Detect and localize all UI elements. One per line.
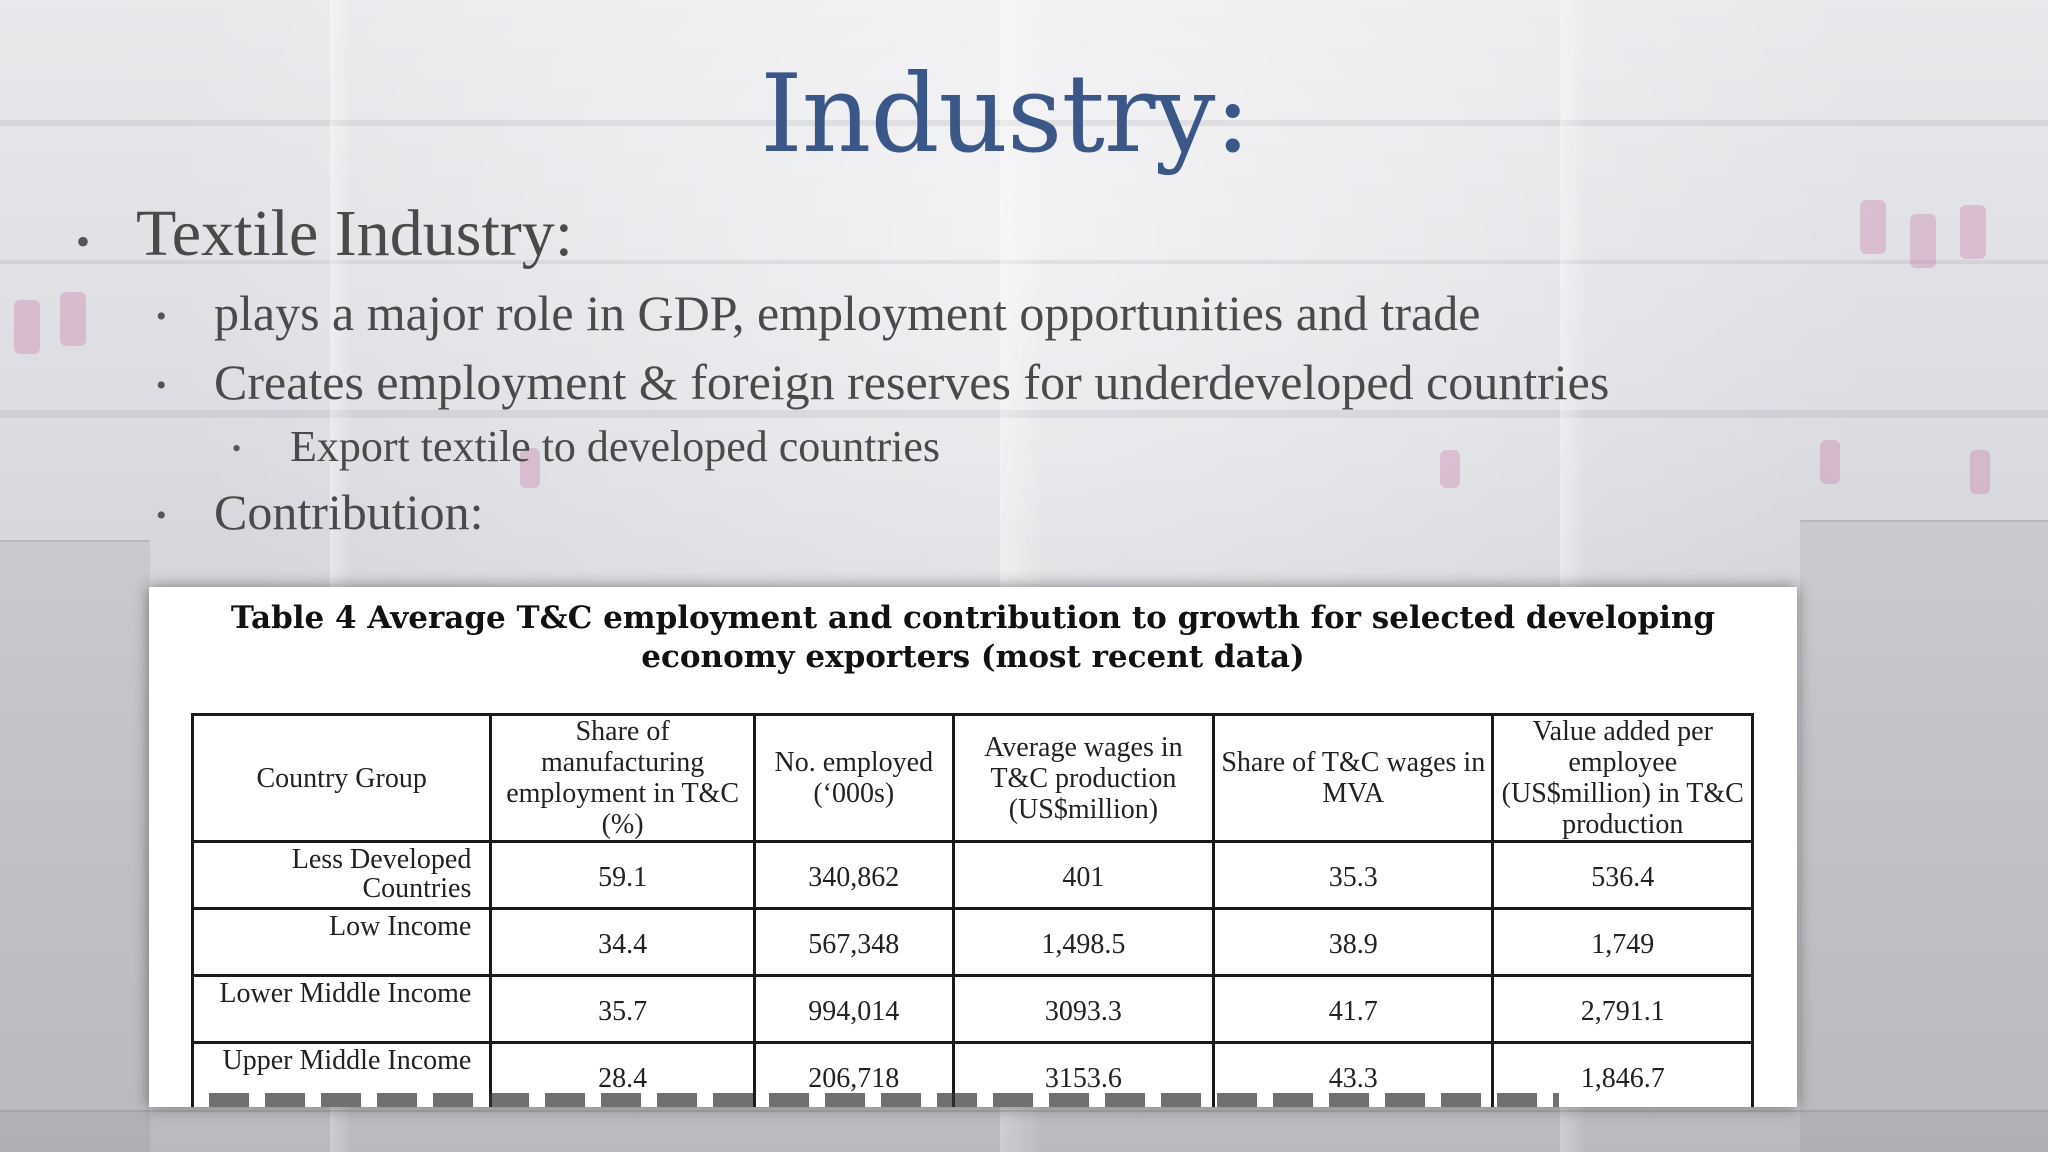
- bullet-text: plays a major role in GDP, employment op…: [214, 285, 1481, 341]
- cropped-source-line: [209, 1093, 1559, 1107]
- slide-title: Industry:: [760, 52, 1251, 177]
- bullet-dot: •: [76, 219, 91, 264]
- cell-value-added: 1,749: [1491, 907, 1754, 977]
- cell-average-wages: 3093.3: [951, 974, 1216, 1044]
- bullet-text: Creates employment & foreign reserves fo…: [214, 354, 1610, 410]
- bullet-dot: •: [156, 300, 167, 333]
- cell-share-employment: 34.4: [489, 907, 756, 977]
- cell-share-employment: 35.7: [489, 974, 756, 1044]
- header-no-employed: No. employed (‘000s): [752, 713, 955, 843]
- bullet-dot: •: [156, 369, 167, 402]
- cell-no-employed: 567,348: [752, 907, 955, 977]
- header-share-employment: Share of manufacturing employment in T&C…: [489, 713, 756, 843]
- cell-country-group: Low Income: [190, 907, 493, 977]
- cell-share-wages-mva: 41.7: [1212, 974, 1495, 1044]
- cell-no-employed: 340,862: [752, 840, 955, 910]
- header-value-added: Value added per employee (US$million) in…: [1491, 713, 1754, 843]
- table-row: Low Income 34.4 567,348 1,498.5 38.9 1,7…: [190, 907, 1754, 977]
- bullet-text: Contribution:: [214, 484, 484, 540]
- cell-share-employment: 59.1: [489, 840, 756, 910]
- cell-no-employed: 994,014: [752, 974, 955, 1044]
- table-row: Lower Middle Income 35.7 994,014 3093.3 …: [190, 974, 1754, 1044]
- employment-table: Country Group Share of manufacturing emp…: [190, 713, 1754, 1107]
- header-share-wages-mva: Share of T&C wages in MVA: [1212, 713, 1495, 843]
- table-caption-line-2: economy exporters (most recent data): [641, 639, 1305, 675]
- bullet-text: Export textile to developed countries: [290, 422, 941, 471]
- cell-share-wages-mva: 35.3: [1212, 840, 1495, 910]
- bullet-dot: •: [156, 499, 167, 532]
- bullet-text: Textile Industry:: [136, 197, 574, 270]
- table-row: Less Developed Countries 59.1 340,862 40…: [190, 840, 1754, 910]
- table-caption-line-1: Table 4 Average T&C employment and contr…: [230, 600, 1716, 636]
- cell-country-group: Lower Middle Income: [190, 974, 493, 1044]
- cell-share-wages-mva: 38.9: [1212, 907, 1495, 977]
- header-country-group: Country Group: [190, 713, 493, 843]
- bullet-dot: •: [232, 434, 242, 463]
- cell-value-added: 1,846.7: [1491, 1041, 1754, 1107]
- table-header-row: Country Group Share of manufacturing emp…: [190, 713, 1754, 843]
- table-caption: Table 4 Average T&C employment and contr…: [149, 599, 1797, 677]
- header-average-wages: Average wages in T&C production (US$mill…: [951, 713, 1216, 843]
- cell-value-added: 2,791.1: [1491, 974, 1754, 1044]
- cell-average-wages: 1,498.5: [951, 907, 1216, 977]
- cell-value-added: 536.4: [1491, 840, 1754, 910]
- cell-country-group: Less Developed Countries: [190, 840, 493, 910]
- cell-average-wages: 401: [951, 840, 1216, 910]
- table-image: Table 4 Average T&C employment and contr…: [149, 587, 1797, 1107]
